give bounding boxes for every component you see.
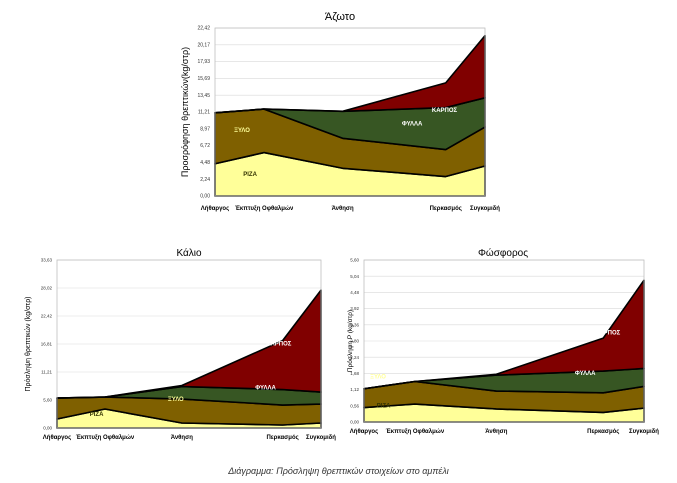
x-tick-label: Συγκομιδή bbox=[470, 206, 500, 212]
y-tick-label: 13,45 bbox=[197, 93, 210, 99]
y-axis-label: Πρόσληψη P (kg/στρ) bbox=[346, 310, 354, 372]
figure-caption: Διάγραμμα: Πρόσληψη θρεπτικών στοιχείων … bbox=[228, 466, 449, 476]
y-tick-label: 22,42 bbox=[41, 314, 53, 319]
y-tick-label: 17,93 bbox=[197, 59, 210, 65]
y-tick-label: 0,00 bbox=[350, 420, 359, 425]
y-tick-label: 3,92 bbox=[350, 306, 359, 311]
y-tick-label: 0,00 bbox=[200, 194, 210, 200]
y-tick-label: 1,68 bbox=[350, 371, 359, 376]
chart-3: Φώσφορος 0,00 0,56 1,12 1,68 2,24 2,80 3,36 3,92… bbox=[346, 247, 659, 435]
series-label: ΚΑΡΠΟΣ bbox=[432, 108, 458, 114]
series-label: ΦΥΛΛΑ bbox=[575, 371, 596, 377]
plot-frame bbox=[56, 259, 322, 429]
y-axis-label: Πρόσληψη θρεπτικών (kg/στρ) bbox=[24, 296, 32, 391]
x-tick-label: Λήθαργος bbox=[350, 429, 378, 435]
series-label: ΡΙΖΑ bbox=[377, 403, 391, 409]
y-tick-label: 0,00 bbox=[43, 426, 52, 431]
y-tick-label: 2,80 bbox=[350, 339, 359, 344]
x-tick-label: Λήθαργος bbox=[201, 206, 229, 212]
y-tick-label: 2,24 bbox=[350, 355, 359, 360]
x-tick-label: Έκπτυξη Οφθαλμών bbox=[235, 206, 294, 212]
y-tick-label: 5,60 bbox=[350, 258, 359, 263]
x-tick-label: Συγκομιδή bbox=[306, 435, 336, 441]
series-label: ΚΑΡΠΟΣ bbox=[266, 342, 292, 348]
x-tick-label: Περκασμός bbox=[587, 429, 619, 435]
y-tick-label: 28,02 bbox=[41, 286, 53, 291]
series-label: ΞΥΛΟ bbox=[234, 128, 250, 134]
y-tick-label: 22,42 bbox=[197, 26, 210, 32]
series-label: ΞΥΛΟ bbox=[370, 374, 386, 380]
plot-frame bbox=[214, 27, 486, 197]
x-tick-label: Περκασμός bbox=[266, 435, 298, 441]
y-axis-label: Προσρόφηση θρεπτικών(kg/στρ) bbox=[180, 47, 190, 177]
x-tick-label: Άνθηση bbox=[332, 206, 354, 212]
y-tick-label: 15,69 bbox=[197, 76, 210, 82]
y-tick-label: 11,21 bbox=[41, 370, 52, 375]
series-label: ΦΥΛΛΑ bbox=[255, 385, 276, 391]
series-label: ΦΥΛΛΑ bbox=[402, 121, 423, 127]
plot-frame bbox=[363, 259, 645, 423]
y-tick-label: 16,81 bbox=[41, 342, 53, 347]
x-tick-label: Άνθηση bbox=[485, 429, 507, 435]
chart-title: Φώσφορος bbox=[478, 247, 528, 259]
x-tick-label: Συγκομιδή bbox=[629, 429, 659, 435]
x-tick-label: Έκπτυξη Οφθαλμών bbox=[76, 435, 135, 441]
chart-title: Κάλιο bbox=[176, 247, 202, 259]
chart-title: Άζωτο bbox=[325, 11, 355, 23]
y-tick-label: 6,72 bbox=[200, 143, 210, 149]
area-4 bbox=[214, 34, 486, 114]
y-tick-label: 11,21 bbox=[198, 110, 210, 116]
y-tick-label: 2,24 bbox=[200, 177, 210, 183]
y-tick-label: 5,04 bbox=[350, 274, 359, 279]
x-tick-label: Λήθαργος bbox=[43, 435, 71, 441]
y-tick-label: 33,63 bbox=[41, 258, 53, 263]
series-label: ΞΥΛΟ bbox=[168, 397, 184, 403]
series-label: ΡΙΖΑ bbox=[243, 172, 257, 178]
y-tick-label: 20,17 bbox=[197, 42, 210, 48]
y-tick-label: 1,12 bbox=[350, 387, 359, 392]
y-tick-label: 8,97 bbox=[200, 126, 210, 132]
x-tick-label: Περκασμός bbox=[430, 206, 462, 212]
y-tick-label: 3,36 bbox=[350, 322, 359, 327]
chart-1: Άζωτο 0,00 2,24 4,48 6,72 8,97 11,21 13,45 15,69… bbox=[180, 11, 500, 212]
x-tick-label: Έκπτυξη Οφθαλμών bbox=[386, 429, 445, 435]
y-tick-label: 5,60 bbox=[43, 398, 52, 403]
y-tick-label: 0,56 bbox=[350, 403, 359, 408]
x-tick-label: Άνθηση bbox=[171, 435, 193, 441]
y-tick-label: 4,48 bbox=[350, 290, 359, 295]
series-label: ΡΙΖΑ bbox=[90, 412, 104, 418]
chart-2: Κάλιο 0,00 5,60 11,21 16,81 22,42 28,02 33,63 ΡΙ… bbox=[24, 247, 336, 441]
series-label: ΚΑΡΠΟΣ bbox=[595, 331, 621, 337]
y-tick-label: 4,48 bbox=[200, 160, 210, 166]
